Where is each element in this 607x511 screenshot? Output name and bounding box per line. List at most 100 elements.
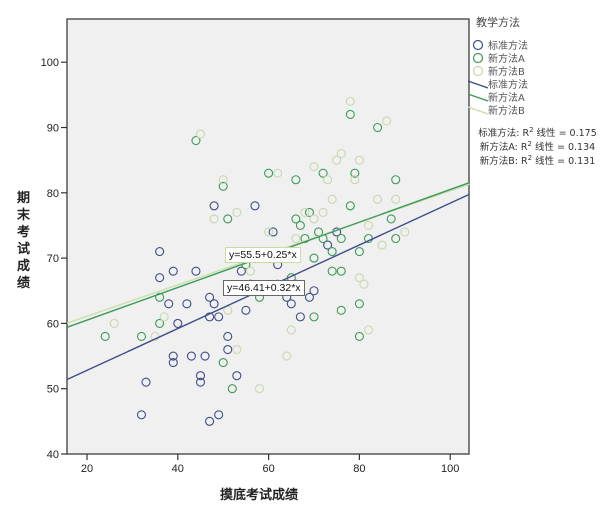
y-axis-title-char: 成: [17, 259, 31, 274]
data-point: [236, 266, 246, 276]
x-axis: 20 40 60 80 100: [81, 454, 459, 475]
data-point: [363, 325, 374, 335]
data-point: [136, 410, 147, 420]
data-point: [214, 312, 224, 322]
legend-line-new-a: 新方法A: [468, 90, 607, 104]
legend-marker-new-b: 新方法B: [468, 64, 607, 78]
data-point: [155, 247, 165, 257]
data-point: [168, 351, 178, 361]
data-point: [109, 318, 119, 328]
data-point: [304, 207, 315, 217]
legend-label: 新方法A: [488, 93, 525, 104]
y-axis-title: 期末考试成绩: [17, 190, 33, 292]
legend-label: 标准方法: [488, 80, 528, 91]
y-axis-title-char: 期: [17, 191, 31, 206]
legend-line-standard: 标准方法: [468, 77, 607, 91]
data-point: [155, 318, 165, 328]
data-point: [327, 266, 337, 276]
data-point: [282, 351, 292, 361]
data-point: [141, 377, 151, 387]
data-point: [291, 214, 301, 224]
data-point: [309, 214, 319, 224]
y-tick-label: 90: [47, 123, 59, 135]
data-point: [336, 305, 346, 315]
data-point: [209, 201, 219, 211]
data-point: [336, 149, 346, 159]
data-point: [223, 344, 233, 355]
data-point: [323, 175, 333, 185]
data-point: [232, 207, 242, 217]
y-tick-label: 100: [41, 57, 59, 69]
data-point: [209, 214, 219, 224]
x-tick-label: 80: [353, 463, 365, 475]
data-point: [218, 175, 228, 185]
data-point: [386, 214, 396, 224]
legend-label: 标准方法: [488, 41, 528, 52]
data-point: [218, 181, 228, 191]
x-tick-label: 20: [81, 463, 93, 475]
data-point: [318, 207, 328, 217]
data-point: [232, 371, 242, 381]
data-point: [373, 122, 383, 133]
data-point: [400, 227, 410, 237]
data-point: [359, 279, 369, 289]
data-point: [195, 129, 206, 139]
data-point: [227, 384, 237, 394]
data-point: [304, 292, 315, 302]
data-point: [264, 168, 274, 178]
line-icon: [468, 79, 488, 89]
y-tick-label: 40: [47, 449, 59, 461]
data-point: [300, 207, 310, 217]
y-axis-title-char: 末: [17, 208, 31, 223]
y-axis-title-char: 绩: [17, 276, 31, 291]
data-points: [100, 96, 410, 426]
data-point: [323, 240, 333, 250]
data-point: [286, 299, 296, 309]
data-point: [327, 194, 337, 204]
x-tick-label: 100: [441, 463, 459, 475]
data-point: [100, 331, 110, 342]
data-point: [254, 384, 265, 394]
legend-label: 新方法B: [488, 106, 525, 117]
circle-marker-icon: [472, 52, 484, 63]
data-point: [336, 266, 346, 276]
data-point: [241, 305, 251, 315]
r2-summary: 标准方法: R2 线性 = 0.175 新方法A: R2 线性 = 0.134 新方…: [468, 125, 607, 167]
plot-area: [66, 18, 470, 455]
data-point: [168, 266, 178, 276]
data-point: [195, 371, 206, 381]
data-point: [345, 96, 355, 106]
data-point: [377, 240, 387, 250]
data-point: [155, 273, 165, 283]
data-point: [205, 312, 215, 322]
data-point: [354, 331, 364, 342]
data-point: [191, 136, 201, 146]
data-point: [268, 227, 278, 237]
legend-marker-standard: 标准方法: [468, 38, 607, 52]
data-point: [373, 194, 383, 204]
data-point: [218, 358, 228, 368]
data-point: [363, 220, 374, 230]
data-point: [164, 299, 174, 309]
circle-marker-icon: [472, 65, 484, 76]
data-point: [327, 247, 337, 257]
data-point: [345, 201, 355, 211]
r2-line: 新方法B: R2 线性 = 0.131: [479, 154, 596, 168]
data-point: [232, 344, 242, 355]
data-point: [345, 109, 355, 119]
data-point: [191, 266, 201, 276]
data-point: [209, 299, 219, 309]
y-axis-title-char: 考: [17, 225, 31, 240]
data-point: [195, 377, 206, 387]
data-point: [223, 331, 233, 342]
data-point: [214, 410, 224, 420]
data-point: [136, 331, 147, 342]
data-point: [350, 168, 360, 178]
data-point: [309, 312, 319, 322]
data-point: [295, 220, 305, 230]
data-point: [291, 175, 301, 185]
data-point: [354, 273, 364, 283]
legend-marker-new-a: 新方法A: [468, 51, 607, 65]
x-tick-label: 40: [172, 463, 184, 475]
